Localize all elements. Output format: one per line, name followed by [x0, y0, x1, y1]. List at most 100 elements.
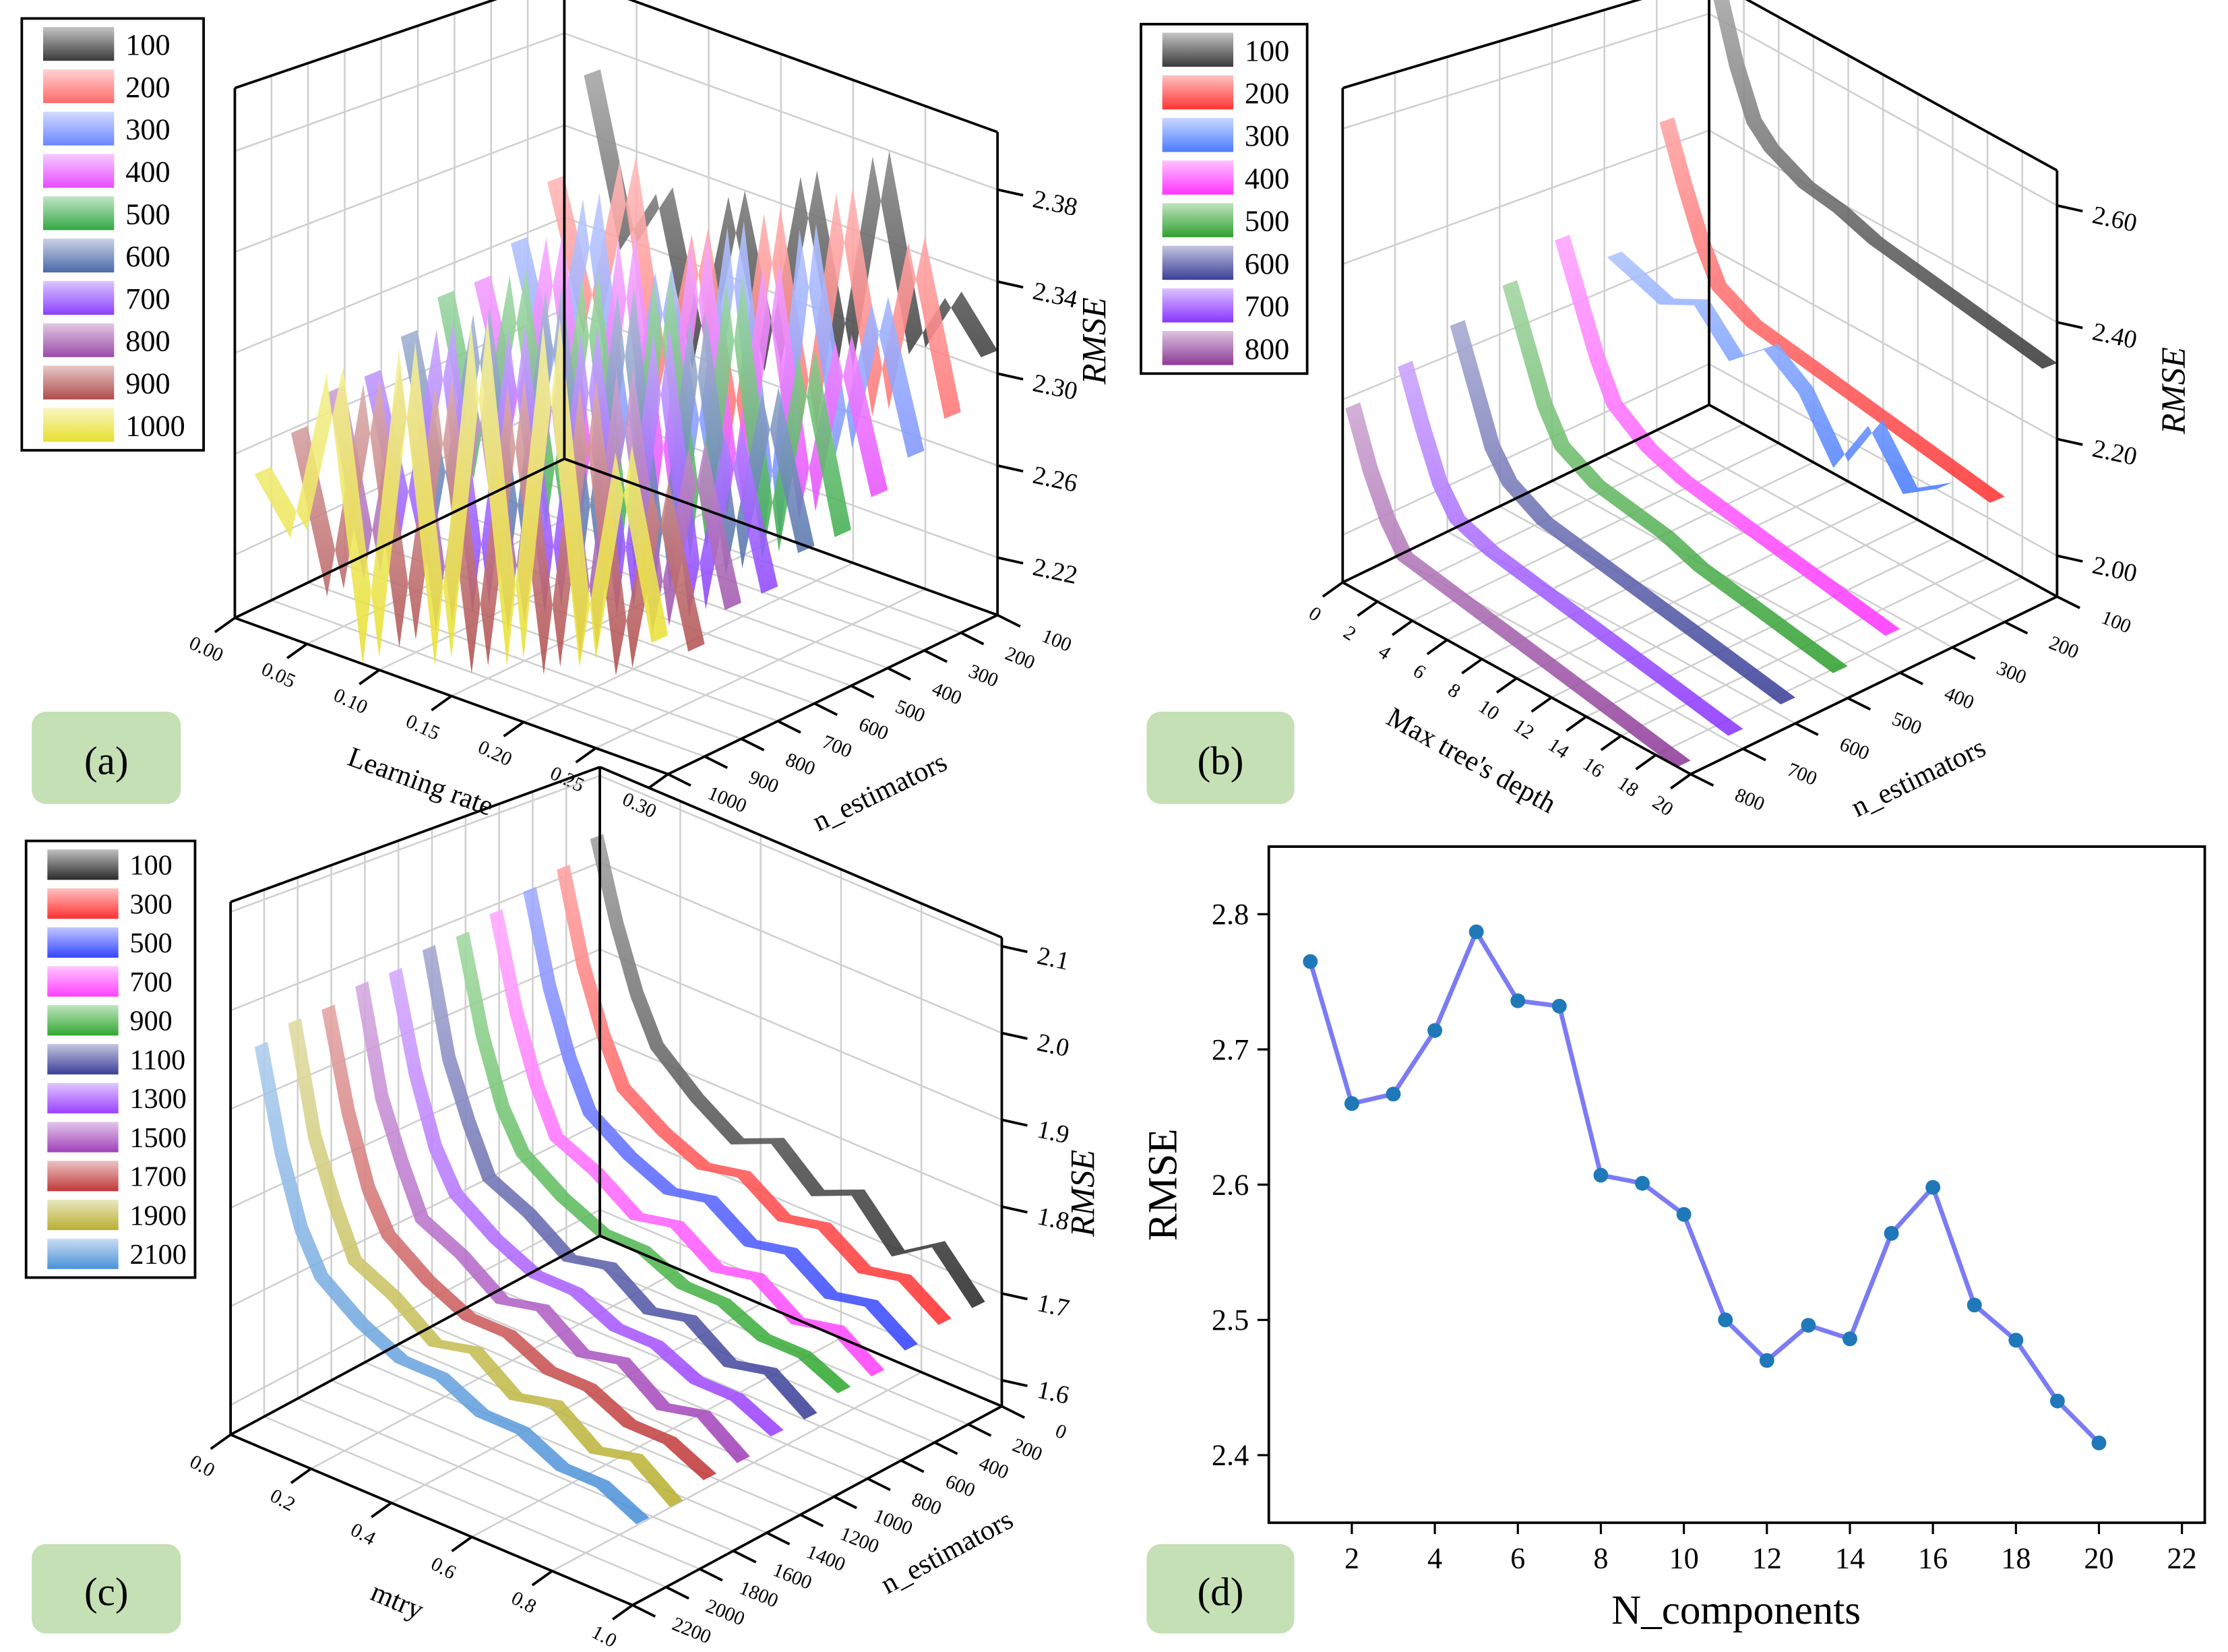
y-tick	[960, 632, 985, 646]
z-tick	[997, 372, 1024, 381]
y-tick	[923, 649, 948, 663]
series-line	[1308, 929, 2101, 1445]
floor-gridline	[1412, 442, 1779, 622]
x-tick	[503, 721, 525, 737]
z-tick	[2056, 321, 2083, 330]
x-tick	[1322, 581, 1344, 598]
floor-gridline	[1446, 461, 1814, 641]
series-ribbon-100	[1713, 0, 2057, 369]
z-tick-label: 2.60	[2090, 201, 2140, 238]
y-tick-label: 100	[1039, 625, 1074, 656]
series-ribbon-300	[1607, 251, 1953, 494]
x-tick-label: 18	[1613, 772, 1642, 801]
floor-gridline	[551, 1371, 922, 1572]
y-tick-label: 300	[1993, 657, 2029, 688]
legend-swatch-1300	[47, 1082, 119, 1113]
data-point	[1344, 1096, 1359, 1111]
legend-swatch-200	[42, 69, 115, 104]
legend-swatch-300	[1162, 117, 1234, 152]
y-tick	[741, 737, 765, 752]
back-wall-gridline	[1708, 129, 2057, 324]
legend: 100 200 300 400 500 600 700 800	[1140, 22, 1309, 375]
y-tick-label: 1000	[871, 1505, 916, 1540]
legend-label: 500	[1245, 205, 1289, 238]
floor-gridline	[271, 599, 706, 758]
axis-edge	[1342, 403, 1710, 584]
y-tick-label: 1000	[705, 783, 750, 818]
series-ribbon-2100	[254, 1041, 650, 1525]
axis-edge	[667, 613, 999, 776]
legend-swatch-1700	[47, 1161, 119, 1192]
y-tick	[900, 1459, 925, 1473]
legend-swatch-2100	[47, 1238, 119, 1269]
data-point	[1843, 1331, 1857, 1347]
y-tick	[1690, 772, 1714, 787]
legend-label: 1700	[130, 1161, 187, 1193]
z-tick-label: 1.8	[1034, 1202, 1072, 1236]
y-tick	[997, 613, 1021, 628]
x-tick-label: 1.0	[588, 1622, 621, 1652]
x-tick-label: 12	[1510, 715, 1538, 744]
legend-swatch-200	[1162, 75, 1234, 110]
back-wall-gridline	[599, 1209, 1003, 1381]
axis-edge	[230, 1234, 600, 1436]
series-ribbon-100	[590, 834, 985, 1308]
x-tick	[1530, 696, 1553, 713]
legend-swatch-600	[42, 239, 115, 273]
legend-label: 1500	[130, 1122, 187, 1154]
series-ribbon-1500	[355, 981, 750, 1463]
y-tick	[887, 667, 911, 681]
legend-label: 600	[1245, 247, 1289, 280]
side-wall-gridline	[230, 948, 600, 1110]
y-axis-title: RMSE	[1141, 1128, 1186, 1240]
data-point	[1718, 1312, 1733, 1328]
x-tick	[371, 1502, 392, 1519]
x-tick-label: 8	[1444, 679, 1464, 703]
axis-edge	[627, 0, 998, 133]
x-tick-label: 18	[2001, 1542, 2031, 1575]
x-tick	[286, 642, 308, 660]
z-axis-title: RMSE	[1063, 1150, 1101, 1237]
x-tick	[531, 1570, 553, 1587]
z-tick-label: 2.38	[1030, 185, 1080, 222]
series-ribbon-300	[557, 865, 952, 1325]
axis-edge	[1708, 403, 2058, 598]
back-wall-gridline	[599, 1122, 1003, 1295]
x-tick-label: 10	[1475, 696, 1503, 725]
floor-gridline	[431, 1325, 834, 1498]
floor-gridline	[1551, 480, 1900, 674]
data-point	[1468, 924, 1484, 940]
legend-label: 500	[125, 197, 170, 231]
y-axis-title: n_estimators	[807, 746, 952, 838]
data-point	[1635, 1175, 1650, 1191]
z-tick-label: 2.1	[1034, 942, 1072, 976]
z-tick	[1001, 1292, 1028, 1301]
series-ribbon-1300	[388, 968, 784, 1437]
x-tick	[431, 695, 452, 712]
legend-label: 700	[1245, 290, 1289, 323]
y-tick-label: 500	[892, 696, 928, 727]
panel-c-3d-chart: 0.00.20.40.60.81.00200400600800100012001…	[24, 766, 1101, 1652]
data-point	[1925, 1180, 1941, 1195]
legend-label: 200	[125, 71, 170, 104]
y-tick-label: 400	[1942, 683, 1977, 714]
legend: 100 200 300 400 500 600 700 800 900 1000	[20, 17, 206, 452]
z-tick-label: 2.20	[2090, 434, 2140, 471]
y-tick	[967, 1423, 992, 1437]
panel-label-text: (c)	[84, 1569, 128, 1614]
legend-label: 800	[125, 325, 170, 358]
x-tick-label: 16	[1579, 753, 1607, 782]
x-tick-label: 22	[2167, 1542, 2197, 1575]
x-tick-label: 0.20	[474, 737, 515, 771]
z-tick-label: 2.26	[1030, 461, 1080, 498]
panel-label-text: (a)	[84, 739, 128, 783]
floor-gridline	[364, 1362, 768, 1534]
legend-label: 1100	[130, 1044, 186, 1076]
data-point	[1303, 954, 1318, 969]
side-wall-gridline	[1342, 13, 1710, 130]
legend-label: 1900	[130, 1200, 187, 1231]
data-point	[1676, 1206, 1692, 1222]
x-tick	[1495, 677, 1518, 694]
x-tick-label: 0.10	[330, 684, 371, 718]
legend-label: 700	[130, 967, 173, 998]
